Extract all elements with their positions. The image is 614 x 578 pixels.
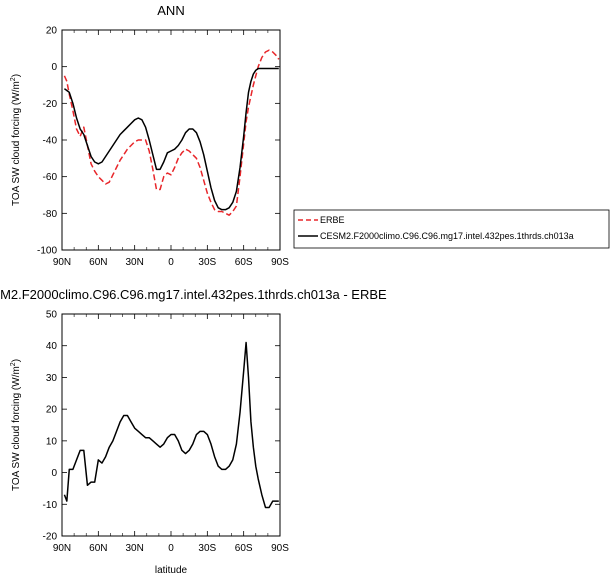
- bottom-y-tick-label: 0: [51, 468, 57, 479]
- top-x-tick-label: 90N: [53, 257, 71, 268]
- bottom-x-tick-label: 30N: [125, 543, 143, 554]
- bottom-y-tick-label: -20: [43, 532, 58, 543]
- legend-box: [293, 209, 610, 249]
- top-x-tick-label: 30N: [125, 257, 143, 268]
- top-x-tick-label: 30S: [198, 257, 216, 268]
- top-y-tick-label: -60: [43, 172, 58, 183]
- legend: ERBE CESM2.F2000climo.C96.C96.mg17.intel…: [293, 209, 610, 249]
- top-y-tick-label: -40: [43, 136, 58, 147]
- top-chart-frame: [61, 29, 281, 251]
- bottom-y-tick-label: 40: [46, 341, 58, 352]
- bottom-chart-title: CESM2.F2000climo.C96.C96.mg17.intel.432p…: [0, 287, 387, 302]
- top-chart: ANN TOA SW cloud forcing (W/m2) 90N 60N 30…: [10, 3, 289, 268]
- top-y-tick-label: -20: [43, 99, 58, 110]
- bottom-chart-frame: [61, 313, 281, 537]
- top-chart-title: ANN: [157, 3, 184, 18]
- bottom-series-line-0: [63, 341, 279, 509]
- bottom-x-tick-label: 90S: [271, 543, 289, 554]
- bottom-y-tick-label: 10: [46, 436, 58, 447]
- bottom-y-tick-label: -10: [43, 500, 58, 511]
- top-series-line-0: [63, 49, 280, 216]
- top-x-tick-label: 0: [168, 257, 174, 268]
- top-chart-ylabel-text: TOA SW cloud forcing (W/m2): [10, 74, 22, 206]
- top-y-tick-label: 0: [51, 62, 57, 73]
- top-x-tick-label: 90S: [271, 257, 289, 268]
- bottom-chart-ylabel: TOA SW cloud forcing (W/m2): [10, 359, 22, 491]
- bottom-y-tick-label: 20: [46, 405, 58, 416]
- top-x-tick-label: 60S: [235, 257, 253, 268]
- bottom-y-tick-label: 50: [46, 310, 58, 321]
- legend-label-erbe: ERBE: [320, 215, 345, 225]
- bottom-chart: CESM2.F2000climo.C96.C96.mg17.intel.432p…: [0, 287, 387, 576]
- bottom-x-tick-label: 60N: [89, 543, 107, 554]
- bottom-x-tick-label: 30S: [198, 543, 216, 554]
- bottom-chart-ylabel-text: TOA SW cloud forcing (W/m2): [10, 359, 22, 491]
- bottom-chart-xlabel: latitude: [155, 565, 188, 576]
- bottom-y-tick-label: 30: [46, 373, 58, 384]
- top-series-line-1: [63, 67, 279, 211]
- bottom-x-tick-label: 0: [168, 543, 174, 554]
- top-y-tick-label: -100: [37, 246, 57, 257]
- bottom-x-tick-label: 60S: [235, 543, 253, 554]
- top-y-tick-label: 20: [46, 26, 58, 37]
- legend-label-model: CESM2.F2000climo.C96.C96.mg17.intel.432p…: [320, 231, 574, 241]
- top-y-tick-label: -80: [43, 209, 58, 220]
- top-chart-ylabel: TOA SW cloud forcing (W/m2): [10, 74, 22, 206]
- bottom-x-tick-label: 90N: [53, 543, 71, 554]
- top-x-tick-label: 60N: [89, 257, 107, 268]
